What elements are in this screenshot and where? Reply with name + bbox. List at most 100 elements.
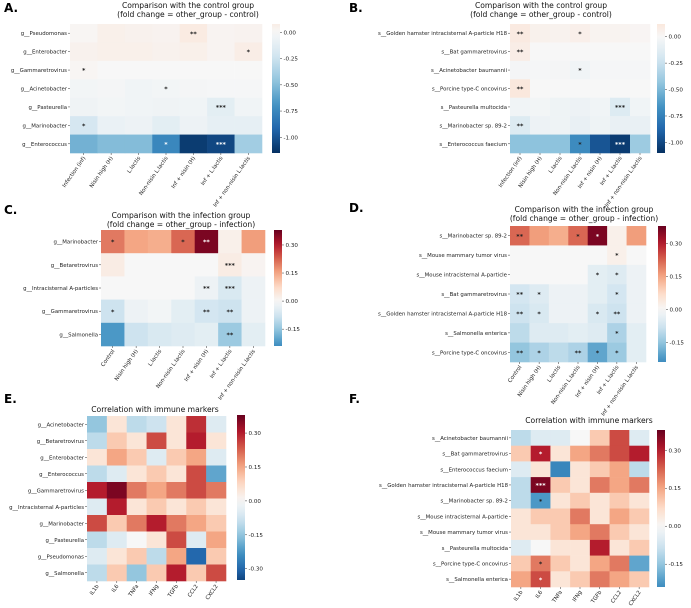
heatmap-cell [206, 432, 227, 450]
significance-marker: ** [575, 349, 582, 357]
heatmap-cell [234, 42, 263, 62]
heatmap-cell [609, 430, 630, 446]
heatmap-cell [629, 477, 650, 494]
heatmap-cell [629, 539, 650, 556]
row-label: g__Betaretrovirus [51, 263, 98, 269]
heatmap-cell [126, 465, 147, 483]
heatmap-cell [147, 299, 172, 324]
heatmap-cell [207, 134, 235, 154]
heatmap-cell [87, 515, 108, 532]
heatmap-cell [126, 515, 147, 532]
column-label: CXCL2 [628, 590, 643, 608]
significance-marker: * [111, 308, 115, 316]
heatmap-cell [610, 97, 631, 117]
row-label: s__Bat gammaretrovirus [442, 452, 508, 458]
heatmap-cell [124, 253, 149, 277]
column-label: IFNg [572, 590, 584, 603]
heatmap-cell [609, 539, 630, 556]
colorbar-tick-label: -0.15 [249, 533, 264, 539]
heatmap-cell [166, 465, 187, 483]
column-label: Inf + non-nisin L.lactis [600, 365, 640, 418]
heatmap-cell [146, 432, 167, 450]
heatmap-cell [218, 230, 242, 254]
heatmap-cell [126, 564, 147, 582]
colorbar-tick-label: 0.30 [669, 448, 682, 454]
significance-marker: * [539, 560, 543, 568]
colorbar-tick-label: -0.50 [669, 88, 684, 94]
panel-f: F.Correlation with immune markers*******… [349, 392, 683, 607]
column-label: IL1b [513, 589, 525, 602]
panel-title: Comparison with the infection group [515, 205, 654, 214]
significance-marker: * [596, 349, 600, 357]
heatmap-cell [511, 539, 532, 556]
heatmap-cell [146, 515, 167, 532]
column-label: Inf + nisin (H) [184, 349, 210, 383]
heatmap-cell [587, 303, 608, 324]
heatmap-cell [166, 416, 187, 433]
heatmap-cell [194, 253, 219, 277]
heatmap-cell [126, 531, 147, 549]
colorbar-tick-label: 0.15 [669, 486, 682, 492]
heatmap-cell [152, 79, 181, 99]
heatmap-cell [530, 60, 551, 80]
significance-marker: * [247, 48, 251, 56]
colorbar [274, 230, 282, 346]
panel-c: C. Comparison with the infection group(fo… [4, 203, 300, 401]
heatmap-cell [607, 264, 627, 285]
column-label: L.lactis [548, 156, 564, 175]
heatmap-cell [607, 226, 627, 246]
row-label: s__Mouse intracisternal A-particle [417, 514, 508, 520]
heatmap-cell [629, 571, 650, 588]
heatmap-cell [87, 432, 108, 450]
heatmap-cell [218, 322, 242, 347]
colorbar-tick-label: 0.15 [286, 271, 299, 277]
heatmap-cell [550, 79, 571, 99]
significance-marker: ** [203, 285, 210, 293]
heatmap-cell [529, 226, 550, 246]
heatmap-cell [152, 97, 181, 117]
heatmap-cell [510, 342, 530, 363]
heatmap-cell [626, 303, 647, 324]
heatmap-cell [548, 342, 569, 363]
heatmap-cell [629, 492, 650, 509]
row-label: s__Marinobacter sp. 89-2 [439, 234, 507, 240]
heatmap-cell [241, 253, 266, 277]
heatmap-cell [570, 555, 591, 572]
heatmap-cell [587, 323, 608, 343]
heatmap-cell [87, 498, 108, 516]
heatmap-cell [207, 24, 235, 43]
heatmap-cell [179, 79, 208, 99]
heatmap-cell [106, 449, 128, 466]
heatmap-cell [97, 60, 126, 80]
column-label: Inf + non-nisin L.lactis [604, 156, 644, 209]
heatmap-cell [530, 477, 551, 494]
heatmap-cell [630, 97, 651, 117]
heatmap-cell [234, 24, 263, 43]
heatmap-cell [570, 430, 591, 446]
colorbar [658, 226, 666, 362]
heatmap-cell [629, 524, 650, 541]
heatmap-cell [126, 432, 147, 450]
heatmap-cell [530, 97, 551, 117]
row-label: s__Acinetobacter baumannii [432, 436, 508, 442]
heatmap-cell [124, 276, 149, 300]
heatmap-cell [146, 531, 167, 549]
panel-d: D. Comparison with the infection group(fo… [349, 201, 684, 417]
row-label: s__Mouse intracisternal A-particle [416, 273, 507, 279]
heatmap-cell [179, 42, 208, 62]
heatmap-cell [510, 134, 531, 154]
heatmap-cell [529, 323, 550, 343]
colorbar [272, 24, 280, 153]
heatmap-cell [101, 230, 125, 254]
heatmap-cell [568, 226, 589, 246]
heatmap-cell [610, 134, 631, 154]
heatmap-cell [126, 416, 147, 433]
row-label: g__Enterococcus [22, 142, 67, 148]
heatmap-cell [570, 134, 591, 154]
panel-label: D. [349, 201, 364, 215]
heatmap-cell [126, 482, 147, 499]
heatmap-cell [101, 322, 125, 347]
heatmap-cell [568, 323, 589, 343]
panel-title: Comparison with the control group [475, 1, 607, 10]
column-label: IL6 [535, 589, 545, 599]
